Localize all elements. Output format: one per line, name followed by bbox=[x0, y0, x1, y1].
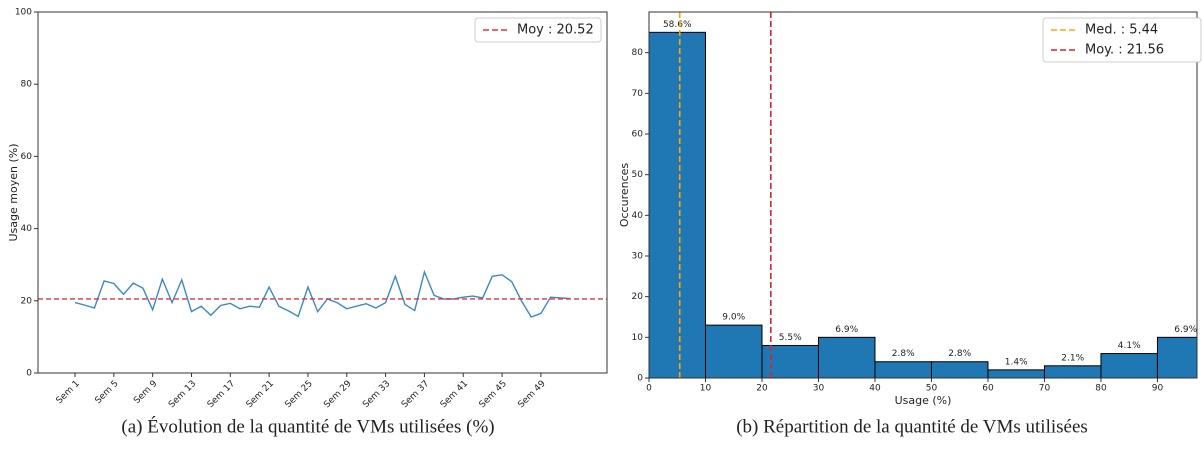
y-tick-label: 40 bbox=[21, 224, 33, 234]
y-tick-label: 80 bbox=[21, 80, 33, 90]
bar bbox=[817, 336, 876, 379]
x-tick-label: Sem 49 bbox=[516, 379, 548, 411]
x-tick-label: Sem 5 bbox=[93, 379, 120, 406]
y-tick-label: 0 bbox=[26, 369, 32, 379]
y-tick-label: 20 bbox=[21, 296, 33, 306]
x-tick-label: Sem 37 bbox=[400, 379, 431, 410]
bar-label: 5.5% bbox=[779, 333, 802, 343]
y-tick-label: 30 bbox=[632, 252, 644, 262]
x-tick-label: 70 bbox=[1039, 384, 1051, 394]
x-tick-label: 30 bbox=[813, 384, 825, 394]
x-tick-label: Sem 13 bbox=[167, 379, 198, 410]
plot-frame bbox=[37, 11, 608, 374]
x-tick-label: Sem 17 bbox=[206, 379, 237, 410]
x-tick-label: Sem 29 bbox=[322, 379, 354, 411]
bar bbox=[1156, 336, 1198, 379]
x-tick-label: 90 bbox=[1152, 384, 1164, 394]
bar bbox=[987, 369, 1045, 379]
plot-frame bbox=[648, 11, 1198, 379]
x-tick-label: 80 bbox=[1095, 384, 1107, 394]
y-axis-label: Usage moyen (%) bbox=[7, 144, 20, 242]
legend-label: Moy : 20.52 bbox=[517, 23, 594, 38]
x-tick-label: Sem 1 bbox=[55, 379, 82, 406]
y-tick-label: 70 bbox=[632, 89, 644, 99]
bar bbox=[704, 324, 763, 379]
x-tick-label: Sem 25 bbox=[283, 379, 314, 410]
x-tick-label: Sem 33 bbox=[361, 379, 392, 410]
bar bbox=[1100, 353, 1158, 379]
legend-label: Moy. : 21.56 bbox=[1085, 43, 1164, 58]
x-tick-label: 50 bbox=[926, 384, 938, 394]
x-tick-label: Sem 9 bbox=[132, 379, 159, 406]
legend-box bbox=[1042, 17, 1202, 63]
bar-label: 2.8% bbox=[948, 349, 971, 359]
x-tick-label: Sem 45 bbox=[478, 379, 509, 410]
bar-label: 9.0% bbox=[722, 313, 745, 323]
bar bbox=[930, 361, 989, 379]
x-tick-label: 10 bbox=[700, 384, 712, 394]
bar bbox=[874, 361, 932, 379]
caption: (b) Répartition de la quantité de VMs ut… bbox=[736, 416, 1088, 437]
legend-label: Med. : 5.44 bbox=[1085, 23, 1158, 38]
x-tick-label: 40 bbox=[869, 384, 881, 394]
bar bbox=[648, 31, 706, 379]
x-tick-label: 20 bbox=[756, 384, 768, 394]
y-tick-label: 100 bbox=[15, 8, 32, 18]
bar-label: 1.4% bbox=[1005, 357, 1028, 367]
x-tick-label: 60 bbox=[982, 384, 994, 394]
bar bbox=[1043, 365, 1102, 379]
y-tick-label: 50 bbox=[632, 170, 644, 180]
y-tick-label: 80 bbox=[632, 48, 644, 58]
x-tick-label: Sem 21 bbox=[245, 379, 276, 410]
y-tick-label: 20 bbox=[632, 292, 644, 302]
bar-label: 4.1% bbox=[1118, 341, 1141, 351]
bar-label: 6.9% bbox=[835, 325, 858, 335]
y-tick-label: 0 bbox=[637, 374, 643, 384]
bar-label: 58.6% bbox=[663, 20, 692, 30]
y-tick-label: 40 bbox=[632, 211, 644, 221]
legend-box bbox=[474, 17, 602, 43]
bar-label: 6.9% bbox=[1174, 325, 1197, 335]
x-tick-label: Sem 41 bbox=[439, 379, 470, 410]
y-tick-label: 60 bbox=[21, 152, 33, 162]
x-tick-label: 0 bbox=[646, 384, 652, 394]
caption: (a) Évolution de la quantité de VMs util… bbox=[121, 415, 494, 437]
x-axis-label: Usage (%) bbox=[895, 394, 952, 407]
y-tick-label: 60 bbox=[632, 130, 644, 140]
bar-label: 2.8% bbox=[892, 349, 915, 359]
y-axis-label: Occurences bbox=[618, 163, 631, 228]
bar-label: 2.1% bbox=[1061, 353, 1084, 363]
y-tick-label: 10 bbox=[632, 333, 644, 343]
line-series bbox=[74, 269, 571, 318]
